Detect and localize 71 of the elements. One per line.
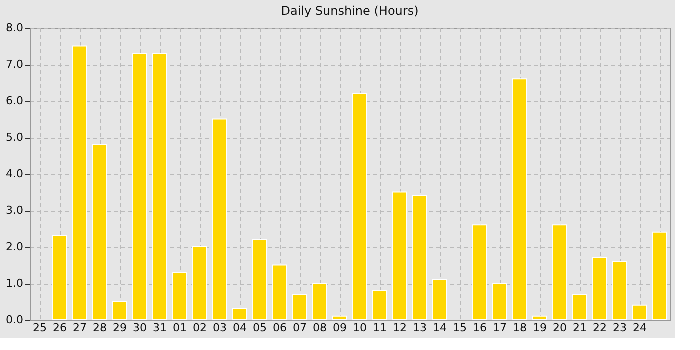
bar — [312, 283, 328, 320]
bar — [112, 301, 128, 320]
bar — [332, 316, 348, 320]
x-tick-label: 29 — [113, 322, 127, 334]
x-tick-label: 28 — [93, 322, 107, 334]
bar — [592, 257, 608, 320]
chart-title: Daily Sunshine (Hours) — [281, 4, 419, 18]
bar — [372, 290, 388, 320]
y-tick-label: 7.0 — [6, 58, 24, 71]
y-tick-label: 3.0 — [6, 204, 24, 217]
bar — [152, 53, 168, 320]
x-tick-label: 21 — [573, 322, 587, 334]
x-tick-label: 09 — [333, 322, 347, 334]
x-tick-label: 05 — [253, 322, 267, 334]
x-tick-label: 12 — [393, 322, 407, 334]
y-tick-label: 1.0 — [6, 277, 24, 290]
x-tick-label: 17 — [493, 322, 507, 334]
y-tick-label: 0.0 — [6, 314, 24, 326]
x-tick-label: 15 — [453, 322, 467, 334]
bar — [552, 224, 568, 320]
x-tick-label: 31 — [153, 322, 167, 334]
bar — [232, 308, 248, 320]
y-tick-label: 8.0 — [6, 22, 24, 34]
bar — [432, 279, 448, 320]
bar — [252, 239, 268, 320]
bar — [472, 224, 488, 320]
x-tick-label: 30 — [133, 322, 147, 334]
x-tick-label: 02 — [193, 322, 207, 334]
bar — [212, 118, 228, 320]
x-tick-label: 07 — [293, 322, 307, 334]
bar — [412, 195, 428, 320]
y-tick-label: 6.0 — [6, 94, 24, 108]
x-tick-label: 19 — [533, 322, 547, 334]
bar — [52, 236, 68, 320]
bar — [132, 53, 148, 320]
bar — [572, 294, 588, 320]
y-tick-label: 2.0 — [6, 240, 24, 254]
x-tick-label: 10 — [353, 322, 367, 334]
bar — [92, 144, 108, 320]
x-tick-label: 14 — [433, 322, 447, 334]
x-tick-label: 01 — [173, 322, 187, 334]
x-tick-label: 18 — [513, 322, 527, 334]
y-tick-label: 4.0 — [6, 168, 24, 180]
bar — [172, 272, 188, 320]
y-tick-label: 5.0 — [6, 131, 24, 144]
x-tick-label: 24 — [633, 322, 647, 334]
x-tick-label: 25 — [33, 322, 47, 334]
x-tick-label: 22 — [593, 322, 607, 334]
bar — [612, 261, 628, 320]
bar — [492, 283, 508, 320]
x-tick-label: 03 — [213, 322, 227, 334]
x-tick-label: 16 — [473, 322, 487, 334]
x-tick-label: 06 — [273, 322, 287, 334]
bar — [352, 93, 368, 320]
bar — [652, 232, 668, 320]
x-tick-label: 08 — [313, 322, 327, 334]
x-tick-label: 20 — [553, 322, 567, 334]
x-tick-label: 13 — [413, 322, 427, 334]
x-tick-label: 27 — [73, 322, 87, 334]
bar — [512, 78, 528, 320]
x-tick-label: 04 — [233, 322, 247, 334]
bar — [632, 304, 648, 320]
x-tick-label: 26 — [53, 322, 67, 334]
bar — [192, 246, 208, 320]
bar — [272, 264, 288, 320]
bar — [72, 46, 88, 320]
bar — [292, 294, 308, 320]
x-tick-label: 11 — [373, 322, 387, 334]
bar — [532, 316, 548, 320]
bar — [392, 192, 408, 320]
x-tick-label: 23 — [613, 322, 627, 334]
